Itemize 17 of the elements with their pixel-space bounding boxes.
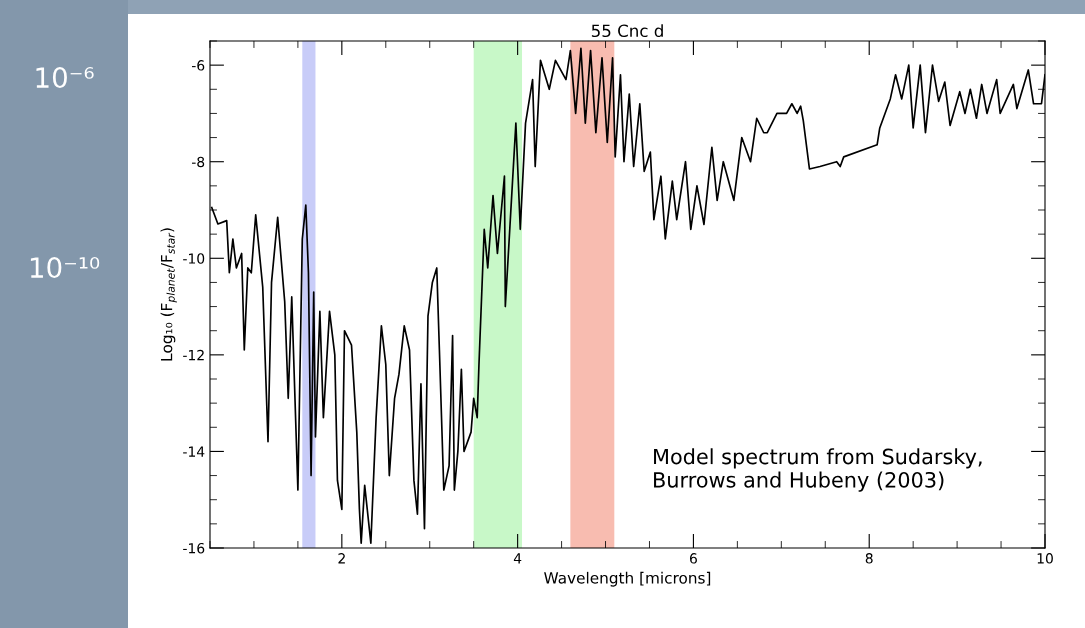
text: 10⁻¹⁰ [30, 257, 100, 279]
x-tick-label: 2 [338, 553, 345, 564]
x-tick-label: 6 [689, 553, 697, 564]
chart-title: 55 Cnc d [591, 24, 663, 38]
x-tick-label: 10 [1037, 553, 1053, 564]
x-axis-title: Wavelength [microns] [544, 571, 711, 587]
x-tick-label: 8 [865, 553, 873, 564]
annotation: Model spectrum from Sudarsky, Burrows and Hubeny (2003) [654, 448, 982, 492]
y-tick-label: -8 [191, 156, 205, 168]
y-tick-label: -16 [183, 542, 205, 554]
y-tick-label: -6 [191, 60, 205, 71]
text: 10⁻⁶ [36, 67, 94, 89]
y-tick-label: -14 [183, 446, 205, 457]
x-tick-label: 4 [513, 553, 522, 564]
y-tick-label: -10 [183, 253, 205, 264]
y-tick-label: -12 [183, 349, 204, 361]
y-axis-title: Log₁₀ (F$_{planet}$/F$_{star}$) [160, 228, 177, 361]
